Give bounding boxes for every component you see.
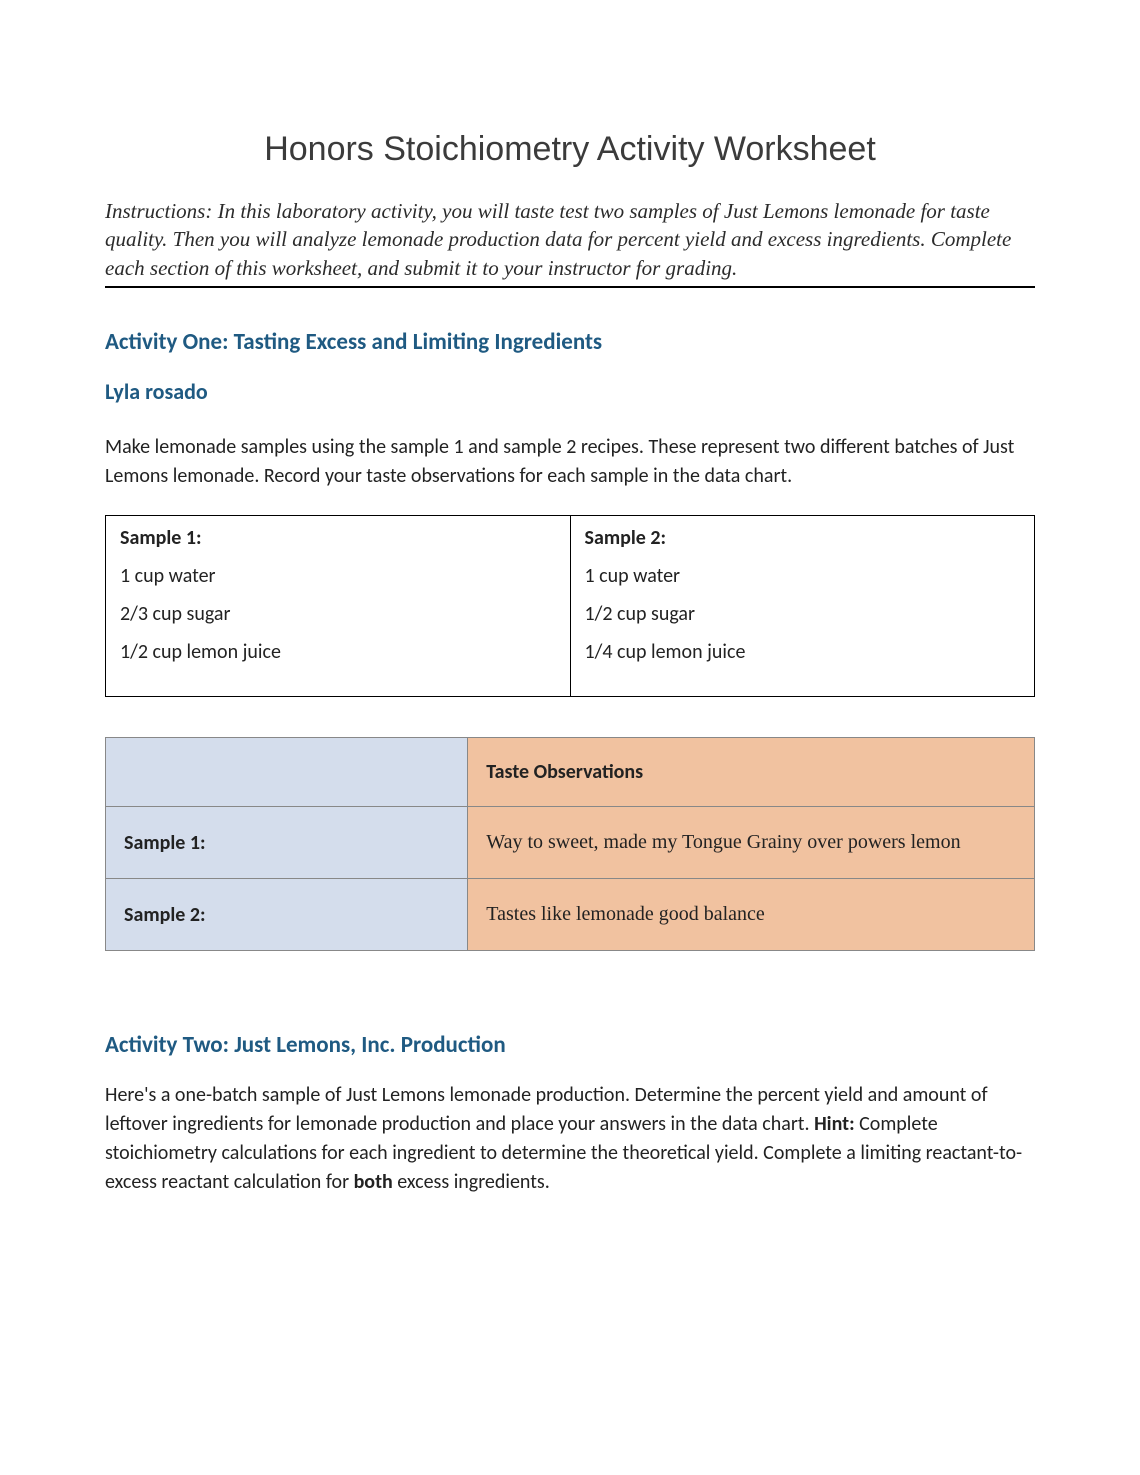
recipe-table: Sample 1: 1 cup water 2/3 cup sugar 1/2 … [105,515,1035,697]
obs-header-label: Taste Observations [468,738,1035,807]
activity-two-heading: Activity Two: Just Lemons, Inc. Producti… [105,1031,1035,1059]
sample1-line: 1/2 cup lemon juice [120,640,556,664]
sample2-line: 1/4 cup lemon juice [585,640,1021,664]
sample1-label: Sample 1: [120,526,556,550]
student-name: Lyla rosado [105,378,1035,405]
observations-table: Taste Observations Sample 1: Way to swee… [105,737,1035,951]
sample2-line: 1/2 cup sugar [585,602,1021,626]
obs-row-label: Sample 1: [106,807,468,879]
activity-two-intro: Here's a one-batch sample of Just Lemons… [105,1081,1035,1197]
obs-row-value: Way to sweet, made my Tongue Grainy over… [468,807,1035,879]
activity-one-intro: Make lemonade samples using the sample 1… [105,433,1035,491]
sample1-line: 1 cup water [120,564,556,588]
obs-row-value: Tastes like lemonade good balance [468,879,1035,951]
sample2-line: 1 cup water [585,564,1021,588]
obs-header-blank [106,738,468,807]
recipe-cell-sample2: Sample 2: 1 cup water 1/2 cup sugar 1/4 … [570,516,1035,697]
sample2-label: Sample 2: [585,526,1021,550]
both-label: both [354,1170,393,1194]
activity-one-heading: Activity One: Tasting Excess and Limitin… [105,328,1035,356]
page-title: Honors Stoichiometry Activity Worksheet [105,130,1035,169]
obs-row-label: Sample 2: [106,879,468,951]
instructions-text: Instructions: In this laboratory activit… [105,197,1035,288]
sample1-line: 2/3 cup sugar [120,602,556,626]
hint-label: Hint: [814,1112,855,1136]
intro-part-c: excess ingredients. [393,1170,550,1194]
recipe-cell-sample1: Sample 1: 1 cup water 2/3 cup sugar 1/2 … [106,516,571,697]
worksheet-page: Honors Stoichiometry Activity Worksheet … [0,0,1140,1475]
